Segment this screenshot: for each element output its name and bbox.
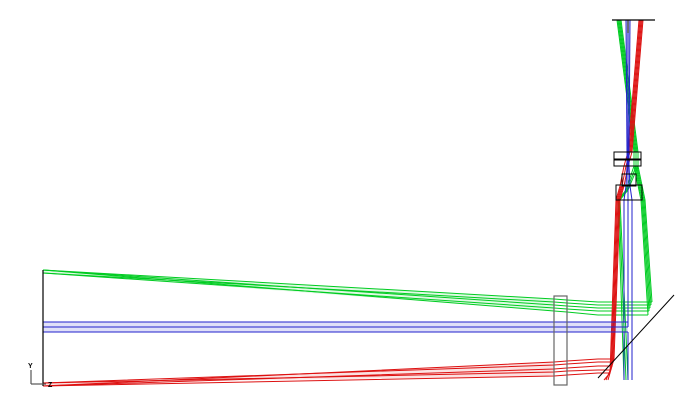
blue-swath	[43, 322, 628, 332]
red-img-3	[627, 19, 640, 153]
green-ray-5	[42, 272, 599, 312]
mid-lens-element	[621, 173, 637, 187]
red-img-5	[628, 19, 641, 153]
green-swath	[43, 270, 554, 311]
blue-img-swath	[626, 20, 630, 152]
red-swath	[43, 362, 554, 386]
red-tail-3	[603, 372, 611, 381]
red-img-2	[629, 19, 642, 153]
ray-bundle-axial-blue	[43, 19, 633, 380]
optical-elements	[42, 19, 675, 386]
axis-z-label: Z	[48, 382, 53, 389]
green-up-4	[636, 165, 652, 306]
red-ray-4	[42, 361, 599, 384]
blue-img-3	[628, 19, 631, 153]
green-up-2	[635, 165, 651, 309]
green-up-1	[637, 165, 653, 303]
fold-mirror	[597, 294, 675, 379]
blue-img-1	[625, 19, 628, 153]
red-ray-3	[42, 372, 599, 387]
axis-y-label: Y	[28, 363, 33, 370]
upper-lens-doublet-b	[613, 158, 642, 167]
red-img-1	[631, 19, 644, 153]
blue-up-3	[629, 185, 633, 332]
green-ray-1	[42, 269, 599, 303]
red-img-swath	[628, 20, 643, 152]
red-img-4	[630, 19, 643, 153]
red-ray-5	[42, 369, 599, 384]
ray-bundle-lower-field-red	[42, 19, 644, 387]
collimator-lens	[553, 295, 568, 386]
green-ray-4	[42, 272, 599, 306]
lower-lens-element	[615, 184, 643, 201]
red-tail-2	[605, 365, 613, 381]
upper-lens-doublet-a	[613, 151, 642, 161]
coordinate-triad: Y Z	[28, 363, 53, 389]
green-tail-2	[618, 199, 627, 381]
